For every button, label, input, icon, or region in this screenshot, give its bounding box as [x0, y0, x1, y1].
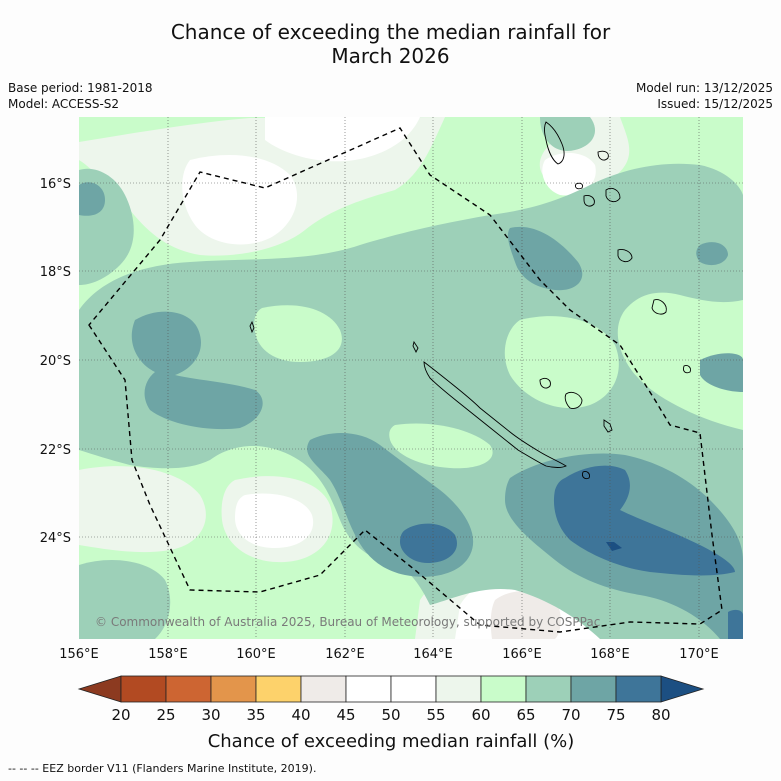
loyalty-maré	[564, 391, 583, 409]
vanuatu-malakula	[597, 150, 609, 161]
coastlines	[249, 121, 691, 480]
colorbar-label: Chance of exceeding median rainfall (%)	[208, 731, 575, 752]
loyalty-lifou	[539, 377, 551, 389]
colorbar-tick-50: 50	[381, 706, 400, 724]
meta-right: Model run: 13/12/2025 Issued: 15/12/2025	[636, 80, 773, 112]
lat-label-20s: 20°S	[40, 354, 71, 369]
colorbar-segments	[120, 675, 662, 703]
colorbar-over-triangle	[660, 675, 705, 703]
colorbar-tick-labels: 20 25 30 35 40 45 50 55 60 65 70 75 80	[111, 706, 670, 724]
colorbar-segment	[525, 675, 572, 703]
colorbar-tick-20: 20	[111, 706, 130, 724]
colorbar-segment	[480, 675, 527, 703]
lon-label-164e: 164°E	[413, 647, 453, 662]
colorbar-segment	[435, 675, 482, 703]
lon-label-166e: 166°E	[502, 647, 542, 662]
field-45-55-south	[235, 493, 314, 548]
lon-label-170e: 170°E	[679, 647, 719, 662]
colorbar-tick-35: 35	[246, 706, 265, 724]
colorbar-segment	[615, 675, 662, 703]
colorbar-segment	[120, 675, 167, 703]
copyright-text: © Commonwealth of Australia 2025, Bureau…	[95, 615, 600, 629]
field-60-65-interior-b	[389, 423, 493, 469]
colorbar-tick-80: 80	[651, 706, 670, 724]
field-75-80-se-edge	[728, 609, 743, 639]
hunter-matthew	[683, 365, 691, 374]
eez-border	[88, 127, 723, 633]
eez-legend-text: -- -- -- EEZ border V11 (Flanders Marine…	[8, 762, 317, 775]
colorbar-under-triangle	[77, 675, 122, 703]
colorbar-segment	[300, 675, 347, 703]
lon-label-160e: 160°E	[236, 647, 276, 662]
colorbar-tick-25: 25	[156, 706, 175, 724]
colorbar-tick-60: 60	[471, 706, 490, 724]
colorbar-tick-65: 65	[516, 706, 535, 724]
field-over-80	[606, 542, 622, 551]
new-caledonia-coast	[423, 361, 567, 468]
map-title-line2: March 2026	[331, 44, 450, 68]
colorbar-segment	[345, 675, 392, 703]
map-title-line1: Chance of exceeding the median rainfall …	[170, 20, 611, 44]
issued-text: Issued: 15/12/2025	[657, 97, 773, 111]
colorbar-tick-45: 45	[336, 706, 355, 724]
colorbar-tick-30: 30	[201, 706, 220, 724]
belep-island	[412, 340, 419, 354]
colorbar-segment	[390, 675, 437, 703]
lat-labels: 16°S 18°S 20°S 22°S 24°S	[40, 177, 71, 546]
model-run-text: Model run: 13/12/2025	[635, 81, 773, 95]
meta-left: Base period: 1981-2018 Model: ACCESS-S2	[8, 80, 153, 112]
field-75-80-south	[400, 523, 458, 564]
field-70-75-east3	[700, 353, 743, 392]
field-75-80-east	[553, 465, 735, 576]
colorbar-segment	[255, 675, 302, 703]
lon-labels: 156°E 158°E 160°E 162°E 164°E 166°E 168°…	[59, 647, 719, 662]
base-period-text: Base period: 1981-2018	[8, 81, 153, 95]
colorbar-tick-55: 55	[426, 706, 445, 724]
field-70-75-east2	[696, 242, 728, 266]
lon-label-168e: 168°E	[590, 647, 630, 662]
vanuatu-tanna	[617, 249, 633, 263]
colorbar-tick-40: 40	[291, 706, 310, 724]
field-70-75-ne	[507, 226, 583, 291]
field-60-65-interior-a	[504, 316, 619, 409]
vanuatu-espiritu-santo	[544, 121, 565, 165]
field-70-75-nw	[79, 182, 105, 216]
isle-of-pines	[582, 471, 590, 480]
map-panel: © Commonwealth of Australia 2025, Bureau…	[79, 117, 743, 639]
vanuatu-erromango	[583, 195, 595, 207]
field-55-60-sw	[79, 466, 206, 553]
vanuatu-efate	[605, 187, 621, 203]
vanuatu-ambrym	[575, 182, 583, 190]
gridlines	[79, 117, 743, 639]
field-65-70-nwisl	[540, 117, 595, 151]
colorbar-segment	[210, 675, 257, 703]
field-45-55-top	[265, 117, 420, 162]
field-65-70-sw	[79, 560, 171, 639]
lat-label-18s: 18°S	[40, 265, 71, 280]
loyalty-ouvea	[603, 419, 613, 433]
colorbar-segment	[570, 675, 617, 703]
field-60-65-interior-c	[254, 305, 342, 362]
chesterfield-a	[249, 320, 255, 334]
field-45-55-north	[182, 155, 298, 245]
lat-label-22s: 22°S	[40, 443, 71, 458]
lon-label-162e: 162°E	[325, 647, 365, 662]
colorbar: 20 25 30 35 40 45 50 55 60 65 70 75 80 Chance of exc…	[77, 675, 705, 752]
colorbar-segment	[165, 675, 212, 703]
model-text: Model: ACCESS-S2	[8, 97, 120, 111]
field-70-75-west	[131, 311, 263, 430]
colorbar-tick-75: 75	[606, 706, 625, 724]
lat-label-24s: 24°S	[40, 531, 71, 546]
lat-label-16s: 16°S	[40, 177, 71, 192]
vanuatu-aneityum	[651, 299, 667, 315]
lon-label-158e: 158°E	[148, 647, 188, 662]
lon-label-156e: 156°E	[59, 647, 99, 662]
colorbar-tick-70: 70	[561, 706, 580, 724]
